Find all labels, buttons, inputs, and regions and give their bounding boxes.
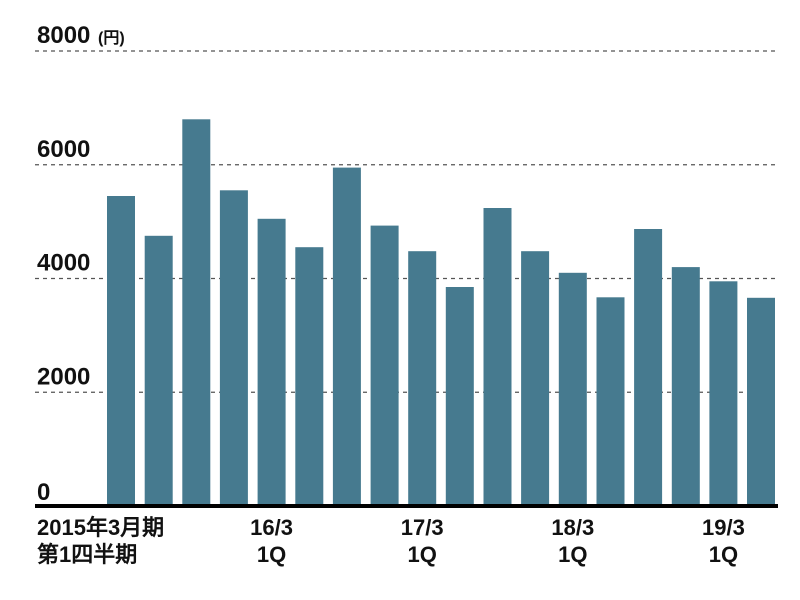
bar-7 [370,225,399,506]
bar-16 [709,281,738,506]
bar-9 [445,287,474,506]
bar-13 [596,297,625,506]
x-category-label-3-line-1: 1Q [558,542,587,567]
bar-4 [257,218,286,507]
bar-17 [747,297,775,506]
bar-11 [521,251,550,506]
x-category-label-0-line-1: 第1四半期 [37,542,137,567]
x-category-label-1-line-1: 1Q [257,542,286,567]
bar-8 [408,251,437,506]
bar-10 [483,208,512,506]
x-category-label-3-line-0: 18/3 [551,515,594,540]
bar-12 [558,272,587,506]
x-category-label-1-line-0: 16/3 [250,515,293,540]
bar-15 [671,267,700,506]
bar-6 [332,167,361,506]
x-category-label-4-line-1: 1Q [709,542,738,567]
x-category-label-0-line-0: 2015年3月期 [37,515,164,540]
x-category-label-2-line-1: 1Q [408,542,437,567]
x-category-label-4-line-0: 19/3 [702,515,745,540]
y-tick-label-4000: 4000 [37,250,90,277]
y-unit-label: (円) [98,29,125,47]
x-category-label-2-line-0: 17/3 [401,515,444,540]
bar-5 [295,247,324,506]
y-tick-label-2000: 2000 [37,363,90,390]
bar-14 [634,229,663,506]
bar-0 [107,196,135,506]
bar-3 [219,190,248,507]
y-tick-label-0: 0 [37,479,50,506]
y-tick-label-8000: 8000 [37,22,90,49]
bar-2 [182,119,211,507]
bar-1 [144,235,173,507]
y-tick-label-6000: 6000 [37,136,90,163]
